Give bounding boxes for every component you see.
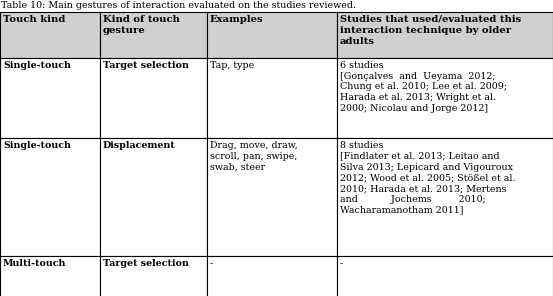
- Text: Kind of touch
gesture: Kind of touch gesture: [103, 15, 180, 35]
- Text: Displacement: Displacement: [103, 141, 176, 150]
- Text: Touch kind: Touch kind: [3, 15, 65, 24]
- Text: Drag, move, draw,
scroll, pan, swipe,
swab, steer: Drag, move, draw, scroll, pan, swipe, sw…: [210, 141, 298, 171]
- Text: Studies that used/evaluated this
interaction technique by older
adults: Studies that used/evaluated this interac…: [340, 15, 521, 46]
- Text: Multi-touch: Multi-touch: [3, 259, 66, 268]
- Text: Examples: Examples: [210, 15, 264, 24]
- Text: Table 10: Main gestures of interaction evaluated on the studies reviewed.: Table 10: Main gestures of interaction e…: [1, 1, 356, 10]
- Text: Target selection: Target selection: [103, 259, 189, 268]
- Text: -: -: [340, 259, 343, 268]
- Text: 6 studies
[Gonçalves  and  Ueyama  2012;
Chung et al. 2010; Lee et al. 2009;
Har: 6 studies [Gonçalves and Ueyama 2012; Ch…: [340, 61, 507, 113]
- Text: Target selection: Target selection: [103, 61, 189, 70]
- Text: Single-touch: Single-touch: [3, 141, 71, 150]
- Text: Tap, type: Tap, type: [210, 61, 254, 70]
- Text: Single-touch: Single-touch: [3, 61, 71, 70]
- Text: 8 studies
[Findlater et al. 2013; Leitao and
Silva 2013; Lepicard and Vigouroux
: 8 studies [Findlater et al. 2013; Leitao…: [340, 141, 515, 215]
- Text: -: -: [210, 259, 213, 268]
